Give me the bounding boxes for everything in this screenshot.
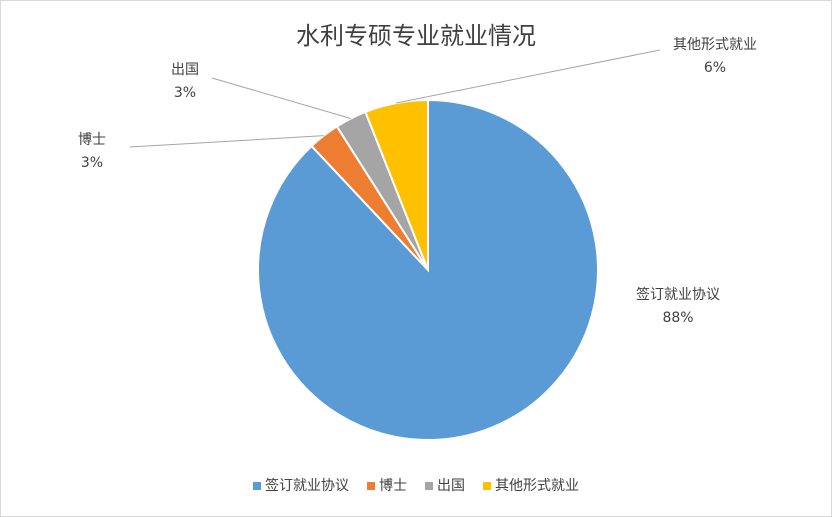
- data-label-value: 3%: [81, 155, 103, 171]
- leader-line: [211, 77, 351, 120]
- data-label-value: 6%: [704, 60, 726, 76]
- legend-label: 签订就业协议: [265, 477, 349, 494]
- legend-marker: [483, 482, 491, 490]
- legend-label: 其他形式就业: [495, 478, 579, 494]
- legend-marker: [425, 482, 433, 490]
- leader-line: [396, 49, 661, 104]
- data-label-name: 其他形式就业: [673, 37, 757, 53]
- data-label-name: 博士: [78, 131, 106, 148]
- chart-title: 水利专硕专业就业情况: [296, 22, 536, 50]
- legend-label: 博士: [379, 477, 407, 494]
- data-label-name: 出国: [171, 62, 199, 78]
- data-label-value: 3%: [174, 85, 196, 101]
- legend-label: 出国: [437, 478, 465, 494]
- pie-slice: [257, 98, 599, 441]
- leader-line: [129, 135, 324, 148]
- legend-marker: [253, 482, 261, 490]
- data-label-name: 签订就业协议: [636, 286, 720, 303]
- data-label-value: 88%: [662, 310, 693, 326]
- legend-marker: [367, 482, 375, 490]
